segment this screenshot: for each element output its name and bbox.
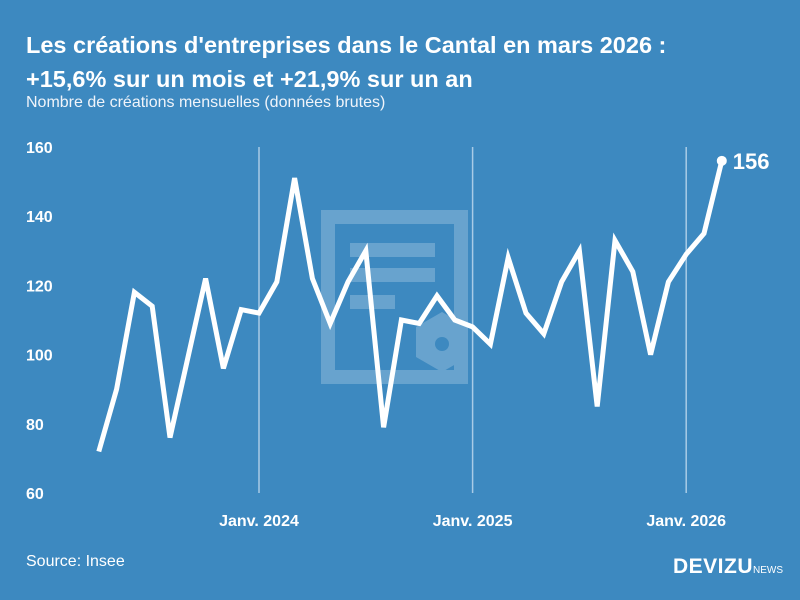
source-note: Source: Insee (26, 553, 125, 570)
x-tick-label: Janv. 2026 (646, 513, 726, 530)
y-tick-label: 160 (26, 140, 53, 157)
y-tick-label: 100 (26, 348, 53, 365)
data-point (716, 155, 727, 166)
y-tick-label: 120 (26, 278, 53, 295)
title-line-2: +15,6% sur un mois et +21,9% sur un an (26, 66, 473, 92)
chart-subtitle: Nombre de créations mensuelles (données … (26, 94, 386, 111)
chart-title: Les créations d'entreprises dans le Cant… (26, 28, 666, 96)
y-tick-label: 140 (26, 209, 53, 226)
x-tick-label: Janv. 2025 (433, 513, 513, 530)
watermark-logo (321, 210, 468, 384)
last-value-label: 156 (733, 149, 770, 174)
devizu-logo: DEVIZUNEWS (673, 555, 784, 578)
series-line (96, 160, 725, 453)
y-tick-label: 60 (26, 486, 44, 503)
title-line-1: Les créations d'entreprises dans le Cant… (26, 32, 667, 58)
x-tick-label: Janv. 2024 (219, 513, 299, 530)
y-tick-label: 80 (26, 417, 44, 434)
